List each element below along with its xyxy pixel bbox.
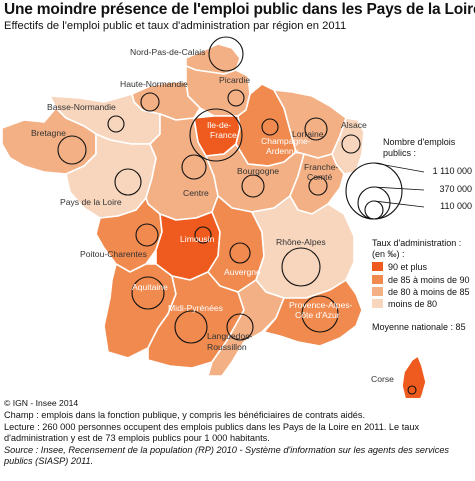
bubble-limousin xyxy=(194,226,212,244)
rate-legend-swatch xyxy=(372,287,383,296)
national-average: Moyenne nationale : 85 xyxy=(372,322,466,332)
size-legend-circles xyxy=(345,162,425,220)
bubble-centre xyxy=(181,154,207,180)
region-languedoc-roussillon xyxy=(207,279,285,377)
bubble-poitou-charentes xyxy=(135,223,159,247)
rate-legend-label: 90 et plus xyxy=(388,262,428,272)
label-franche-comte-line1: Franche- xyxy=(304,162,339,172)
rate-legend-label: de 85 à moins de 90 xyxy=(388,275,470,285)
size-legend-title: Nombre d'emplois publics : xyxy=(383,137,455,159)
bubble-pays-de-la-loire xyxy=(114,168,142,196)
map-title: Une moindre présence de l'emploi public … xyxy=(4,1,475,18)
size-legend-leader-medium xyxy=(373,186,425,191)
rate-legend-swatch xyxy=(372,262,383,271)
label-picardie: Picardie xyxy=(219,75,250,85)
label-poitou-charentes: Poitou-Charentes xyxy=(80,249,147,259)
label-lorraine: Lorraine xyxy=(292,129,324,139)
label-bourgogne: Bourgogne xyxy=(237,166,279,176)
bubble-alsace xyxy=(341,134,361,154)
rate-legend-item: de 80 à moins de 85 xyxy=(372,287,470,298)
bubble-champagne-ardenne xyxy=(261,118,279,136)
footnotes: Champ : emplois dans la fonction publiqu… xyxy=(4,410,470,468)
label-champagne-ardenne-line1: Champagne- xyxy=(261,136,311,146)
bubble-rhone-alpes xyxy=(281,247,321,287)
size-legend-circle-small xyxy=(364,200,384,220)
bubble-ile-de-france xyxy=(189,108,243,162)
note-champ: Champ : emplois dans la fonction publiqu… xyxy=(4,410,366,420)
label-champagne-ardenne-line2: Ardenne xyxy=(266,146,299,156)
size-legend-value-small: 110 000 xyxy=(440,201,472,211)
label-rhone-alpes: Rhône-Alpes xyxy=(276,237,326,247)
label-corse: Corse xyxy=(371,374,394,384)
size-legend-leader-large xyxy=(373,162,425,173)
label-pays-de-la-loire: Pays de la Loire xyxy=(60,197,122,207)
rate-legend-item: moins de 80 xyxy=(372,299,437,310)
bubble-bretagne xyxy=(57,135,87,165)
bubble-lorraine xyxy=(304,117,328,141)
size-legend-title-line1: Nombre d'emplois xyxy=(383,137,456,147)
rate-legend-label: moins de 80 xyxy=(388,299,438,309)
bubble-franche-comte xyxy=(308,176,328,196)
size-legend-leader-small xyxy=(373,200,425,208)
copyright: © IGN - Insee 2014 xyxy=(4,398,79,408)
label-aquitaine: Aquitaine xyxy=(132,282,168,292)
france-region-map: Nord-Pas-de-Calais Picardie Haute-Norman… xyxy=(1,36,427,398)
size-legend-value-medium: 370 000 xyxy=(439,184,472,194)
bubble-midi-pyrenees xyxy=(174,310,208,344)
note-lecture: Lecture : 260 000 personnes occupent des… xyxy=(4,421,420,444)
bubble-languedoc-roussillon xyxy=(226,313,254,341)
region-rhone-alpes xyxy=(251,195,355,299)
label-limousin: Limousin xyxy=(180,234,215,244)
label-languedoc-roussillon-line2: Roussillon xyxy=(207,342,247,352)
label-centre: Centre xyxy=(183,188,209,198)
bubble-nord-pas-de-calais xyxy=(208,36,244,72)
label-provence-alpes-cote-d-azur-line2: Côte d'Azur xyxy=(295,310,340,320)
size-legend-circle-medium xyxy=(357,186,391,220)
label-provence-alpes-cote-d-azur-line1: Provence-Alpes- xyxy=(289,300,353,310)
bubble-bourgogne xyxy=(241,174,265,198)
size-legend-value-large: 1 110 000 xyxy=(432,166,472,176)
label-ile-de-france-line1: Ile-de- xyxy=(207,120,231,130)
region-alsace xyxy=(331,117,365,175)
note-source: Source : Insee, Recensement de la popula… xyxy=(4,444,450,467)
label-franche-comte-line2: Comté xyxy=(307,172,333,182)
bubble-corse xyxy=(407,385,417,395)
region-franche-comte xyxy=(289,153,345,215)
label-bretagne: Bretagne xyxy=(31,128,66,138)
rate-legend-swatch xyxy=(372,275,383,284)
region-corse xyxy=(401,355,427,398)
rate-legend-title-line2: (en ‰) : xyxy=(372,249,405,259)
label-auvergne: Auvergne xyxy=(224,267,261,277)
label-ile-de-france-line2: France xyxy=(210,130,237,140)
label-alsace: Alsace xyxy=(341,120,367,130)
bubble-aquitaine xyxy=(131,276,165,310)
label-midi-pyrenees: Midi-Pyrénées xyxy=(168,303,223,313)
bubble-haute-normandie xyxy=(140,92,160,112)
label-languedoc-roussillon-line1: Languedoc- xyxy=(207,331,253,341)
label-nord-pas-de-calais: Nord-Pas-de-Calais xyxy=(130,47,205,57)
label-basse-normandie: Basse-Normandie xyxy=(47,102,116,112)
bubble-basse-normandie xyxy=(107,115,125,133)
rate-legend-title-line1: Taux d'administration : xyxy=(372,238,462,248)
rate-legend-label: de 80 à moins de 85 xyxy=(388,287,470,297)
rate-legend-title: Taux d'administration : (en ‰) : xyxy=(372,238,461,260)
rate-legend-item: de 85 à moins de 90 xyxy=(372,275,470,286)
label-haute-normandie: Haute-Normandie xyxy=(120,79,188,89)
bubble-provence-alpes-cote-d-azur xyxy=(301,295,339,333)
rate-legend-item: 90 et plus xyxy=(372,262,427,273)
size-legend-circle-large xyxy=(345,162,403,220)
bubble-auvergne xyxy=(229,242,251,264)
bubble-picardie xyxy=(227,89,245,107)
map-subtitle: Effectifs de l'emploi public et taux d'a… xyxy=(4,20,347,32)
rate-legend-swatch xyxy=(372,299,383,308)
size-legend-title-line2: publics : xyxy=(383,148,417,158)
region-provence-alpes-cote-d-azur xyxy=(263,279,363,347)
